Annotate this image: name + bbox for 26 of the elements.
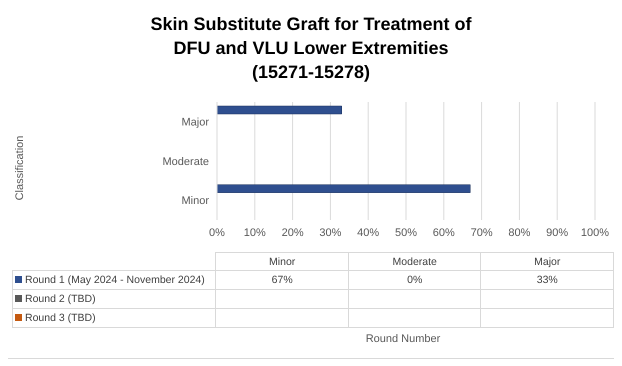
category-label: Moderate: [392, 256, 437, 268]
category-label: Major: [534, 256, 560, 268]
legend-label: Round 2 (TBD): [12, 290, 216, 308]
x-tick-label: 100%: [580, 226, 610, 239]
x-tick-label: 10%: [244, 226, 266, 239]
x-tick-label: 20%: [282, 226, 304, 239]
text: Round Number: [364, 333, 442, 345]
x-tick-label: 70%: [470, 226, 493, 239]
legend-label: Round 1 (May 2024 - November 2024): [12, 270, 216, 290]
y-tick-label: Minor: [181, 195, 210, 208]
y-tick-label: Major: [181, 116, 210, 129]
category-label: Minor: [269, 256, 296, 268]
text: 0%: [348, 270, 481, 290]
text: 33%: [480, 270, 614, 290]
chart-title: Skin Substitute Graft for Treatment of DFU and VLU Lower Extremities (15271-15278): [149, 13, 473, 84]
x-tick-label: 0%: [209, 226, 226, 239]
text: Classification: [14, 136, 26, 200]
x-tick-label: 50%: [394, 226, 418, 239]
x-tick-label: 40%: [357, 226, 380, 239]
y-tick-label: Moderate: [162, 156, 209, 168]
legend-label: Round 3 (TBD): [12, 308, 216, 328]
x-tick-label: 90%: [546, 226, 568, 239]
text: 67%: [216, 270, 348, 290]
x-tick-label: 30%: [319, 226, 342, 239]
x-tick-label: 80%: [508, 226, 531, 239]
x-tick-label: 60%: [432, 226, 456, 239]
